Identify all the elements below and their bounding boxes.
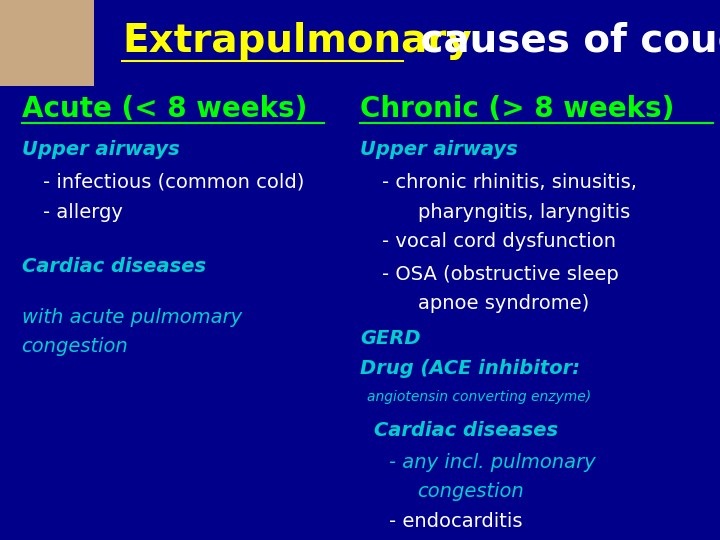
Text: - endocarditis: - endocarditis [389, 512, 522, 531]
Text: congestion: congestion [418, 482, 524, 501]
Text: GERD: GERD [360, 329, 420, 348]
Text: with acute pulmomary: with acute pulmomary [22, 308, 242, 327]
Text: Upper airways: Upper airways [22, 140, 179, 159]
Text: Extrapulmonary: Extrapulmonary [122, 22, 472, 59]
Text: causes of cough: causes of cough [407, 22, 720, 59]
Text: Cardiac diseases: Cardiac diseases [22, 256, 206, 275]
Text: angiotensin converting enzyme): angiotensin converting enzyme) [367, 390, 591, 404]
Text: Upper airways: Upper airways [360, 140, 518, 159]
Text: - vocal cord dysfunction: - vocal cord dysfunction [382, 232, 616, 251]
Text: pharyngitis, laryngitis: pharyngitis, laryngitis [418, 202, 630, 221]
Text: - OSA (obstructive sleep: - OSA (obstructive sleep [382, 265, 618, 284]
Text: Acute (< 8 weeks): Acute (< 8 weeks) [22, 94, 307, 123]
Text: - allergy: - allergy [43, 202, 123, 221]
Text: Chronic (> 8 weeks): Chronic (> 8 weeks) [360, 94, 675, 123]
Text: - any incl. pulmonary: - any incl. pulmonary [389, 453, 595, 471]
Text: apnoe syndrome): apnoe syndrome) [418, 294, 589, 313]
Text: Cardiac diseases: Cardiac diseases [374, 421, 559, 440]
Text: - infectious (common cold): - infectious (common cold) [43, 173, 305, 192]
FancyBboxPatch shape [0, 0, 94, 86]
Text: congestion: congestion [22, 338, 128, 356]
Text: - chronic rhinitis, sinusitis,: - chronic rhinitis, sinusitis, [382, 173, 636, 192]
Text: Drug (ACE inhibitor:: Drug (ACE inhibitor: [360, 359, 580, 378]
